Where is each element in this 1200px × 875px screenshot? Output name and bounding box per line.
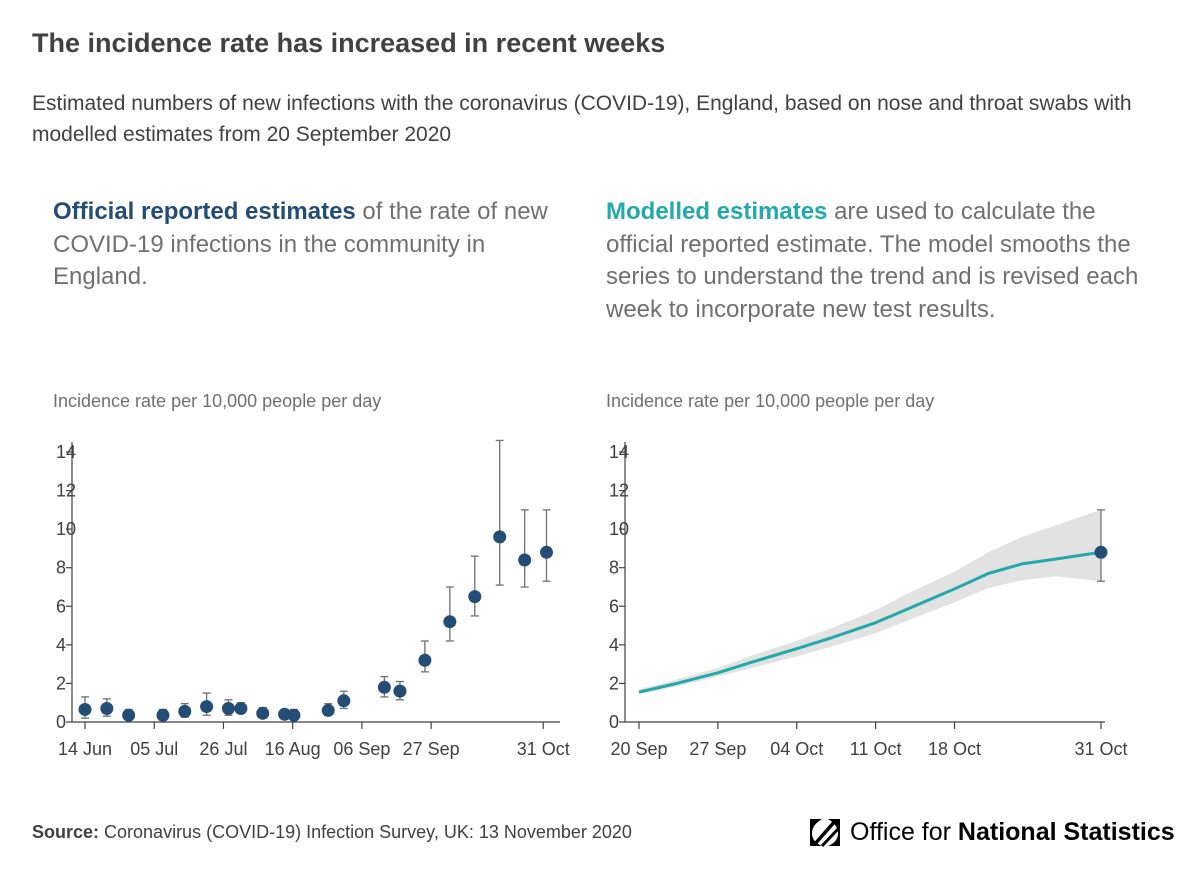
modelled-x-tick-label: 04 Oct xyxy=(770,739,823,759)
modelled-x-tick-label: 31 Oct xyxy=(1074,739,1127,759)
official-x-tick-label: 26 Jul xyxy=(199,739,247,759)
official-data-point xyxy=(443,615,457,629)
official-data-point xyxy=(393,684,407,698)
official-data-point xyxy=(100,702,114,715)
modelled-x-tick-label: 20 Sep xyxy=(610,739,667,759)
official-data-point xyxy=(493,530,507,544)
modelled-y-tick-label: 0 xyxy=(609,712,619,732)
ons-logo-text: Office for National Statistics xyxy=(850,818,1175,847)
modelled-y-tick-label: 8 xyxy=(609,558,619,578)
modelled-trend-line xyxy=(638,550,1102,694)
left-y-axis-label: Incidence rate per 10,000 people per day xyxy=(53,391,382,411)
official-x-tick-label: 27 Sep xyxy=(403,739,460,759)
official-data-point xyxy=(221,702,235,715)
modelled-confidence-band xyxy=(639,509,1101,695)
modelled-x-tick-label: 27 Sep xyxy=(689,739,746,759)
official-data-point xyxy=(278,707,292,721)
official-data-point xyxy=(337,694,351,708)
modelled-x-tick-label: 18 Oct xyxy=(928,739,981,759)
official-data-point xyxy=(178,704,192,718)
chart-title: The incidence rate has increased in rece… xyxy=(32,28,666,58)
official-data-point xyxy=(321,703,335,717)
official-x-tick-label: 31 Oct xyxy=(517,739,570,759)
ons-logo: Office for National Statistics xyxy=(808,812,1175,852)
right-panel-highlight: Modelled estimates xyxy=(606,198,828,225)
official-x-tick-label: 05 Jul xyxy=(130,739,178,759)
right-y-axis-label: Incidence rate per 10,000 people per day xyxy=(606,391,935,411)
official-data-point xyxy=(234,702,248,715)
official-data-point xyxy=(418,653,432,667)
modelled-y-tick-label: 2 xyxy=(609,673,619,693)
left-panel-description: Official reported estimates of the rate … xyxy=(53,196,573,294)
left-panel-text: of the rate of new COVID-19 infections i… xyxy=(53,198,548,290)
official-data-point xyxy=(468,590,482,604)
official-y-tick-label: 4 xyxy=(56,635,66,655)
official-x-tick-label: 16 Aug xyxy=(265,739,321,759)
official-data-point xyxy=(518,553,532,567)
official-y-tick-label: 8 xyxy=(56,558,66,578)
modelled-final-data-point xyxy=(1094,545,1108,559)
source-text: Coronavirus (COVID-19) Infection Survey,… xyxy=(99,822,632,842)
official-x-tick-label: 14 Jun xyxy=(58,739,112,759)
ons-logo-mark-icon xyxy=(810,818,840,848)
official-data-point xyxy=(122,708,136,722)
official-data-point xyxy=(377,680,391,694)
official-data-point xyxy=(256,706,270,720)
ons-logo-bold: National Statistics xyxy=(957,817,1175,846)
official-data-point xyxy=(78,702,92,716)
ons-logo-prefix: Office for xyxy=(850,817,958,846)
official-y-tick-label: 2 xyxy=(56,673,66,693)
official-data-point xyxy=(540,545,553,559)
official-y-tick-label: 6 xyxy=(56,596,66,616)
modelled-y-tick-label: 6 xyxy=(609,596,619,616)
official-x-tick-label: 06 Sep xyxy=(333,739,390,759)
official-data-point xyxy=(287,708,301,722)
chart-subtitle: Estimated numbers of new infections with… xyxy=(32,92,1132,146)
source-label: Source: xyxy=(32,822,100,842)
source-note: Source: Coronavirus (COVID-19) Infection… xyxy=(32,822,632,843)
left-panel-highlight: Official reported estimates xyxy=(53,198,356,225)
right-panel-text: are used to calculate the official repor… xyxy=(606,198,1139,323)
right-panel-description: Modelled estimates are used to calculate… xyxy=(606,196,1166,326)
official-data-point xyxy=(156,708,170,722)
official-y-tick-label: 0 xyxy=(56,712,66,732)
official-data-point xyxy=(200,700,214,714)
modelled-y-tick-label: 4 xyxy=(609,635,619,655)
modelled-x-tick-label: 11 Oct xyxy=(850,739,902,759)
